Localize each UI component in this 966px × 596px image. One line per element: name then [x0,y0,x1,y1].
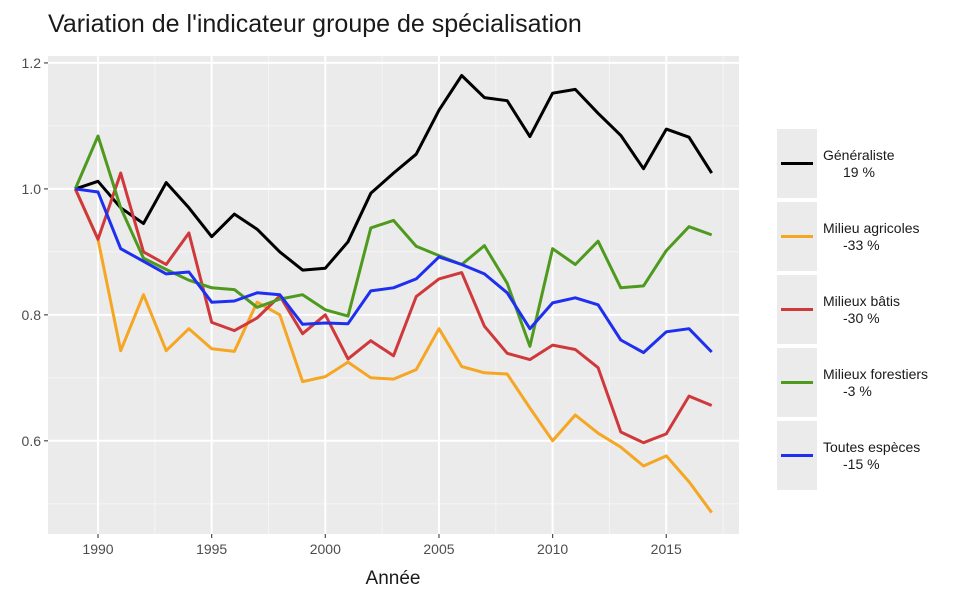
legend-item-milieux-forestiers: Milieux forestiers -3 % [777,346,966,419]
y-tick-label: 0.8 [22,307,42,323]
legend-label: Milieux forestiers [823,365,929,382]
x-axis: 1990 1995 2000 2005 2010 2015 [82,534,682,557]
legend-swatch-icon [781,454,813,457]
legend-item-toutes-especes: Toutes espèces -15 % [777,419,966,492]
y-tick-label: 1.0 [22,181,42,197]
x-tick-label: 1995 [196,541,227,557]
legend-swatch-icon [781,162,813,165]
y-axis: 0.6 0.8 1.0 1.2 [22,55,48,449]
legend-label: Généraliste [823,146,895,163]
legend-label: Milieux bâtis [823,292,901,309]
series-line-toutes-espèces [75,187,713,355]
x-tick-label: 2010 [537,541,568,557]
legend-key [777,129,817,198]
major-gridlines [48,56,739,534]
x-axis-title: Année [366,568,421,589]
series-line-milieu-agricoles [73,188,713,514]
series-line-généraliste [74,74,713,272]
legend-item-milieu-agricoles: Milieu agricoles -33 % [777,200,966,273]
legend-swatch-icon [781,381,813,384]
legend-key [777,348,817,417]
legend-key [777,202,817,271]
legend-percent: -3 % [843,382,872,399]
plot-panel [48,56,739,534]
series-line-milieux-bâtis [73,171,713,445]
legend-item-generaliste: Généraliste 19 % [777,127,966,200]
x-tick-label: 2005 [423,541,454,557]
legend-percent: -33 % [843,236,880,253]
legend-key [777,275,817,344]
x-tick-label: 2000 [310,541,341,557]
legend-swatch-icon [781,235,813,238]
legend-item-milieux-batis: Milieux bâtis -30 % [777,273,966,346]
chart-title: Variation de l'indicateur groupe de spéc… [48,10,582,38]
legend-label: Toutes espèces [823,438,921,455]
series-line-milieux-forestiers [73,134,713,348]
legend-percent: 19 % [843,163,875,180]
legend-percent: -30 % [843,309,880,326]
legend: Généraliste 19 % Milieu agricoles -33 % Mi… [777,127,966,492]
legend-label: Milieu agricoles [823,219,920,236]
x-tick-label: 2015 [651,541,682,557]
y-tick-label: 1.2 [22,55,42,71]
legend-key [777,421,817,490]
series-lines [73,74,713,514]
legend-swatch-icon [781,308,813,311]
x-tick-label: 1990 [82,541,113,557]
legend-percent: -15 % [843,455,880,472]
y-tick-label: 0.6 [22,433,42,449]
